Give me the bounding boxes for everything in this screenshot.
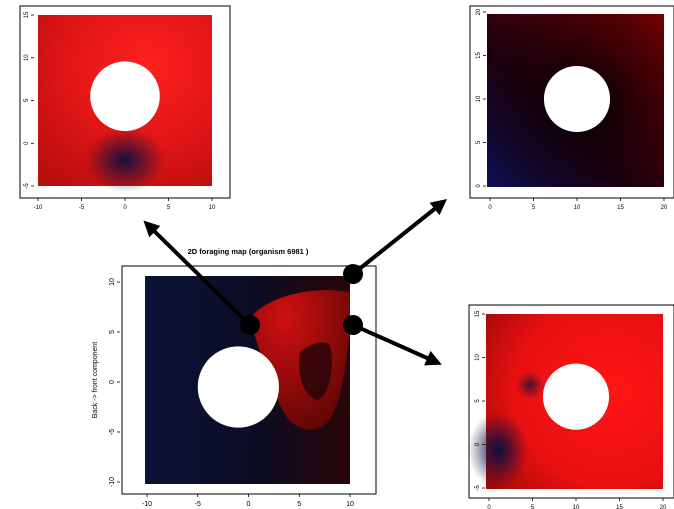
y-tick-label: -5 [24,183,30,189]
x-tick-label: 20 [661,205,668,211]
obstacle-circle [542,363,610,430]
y-tick-label: 15 [476,52,482,59]
sample-point-marker [240,315,260,335]
chart-title: 2D foraging map (organism 6981 ) [188,247,309,256]
y-axis-ticks: 0 5 10 15 20 [476,8,486,188]
x-tick-label: 10 [573,505,580,509]
obstacle-circle [90,61,160,132]
x-tick-label: -10 [34,205,43,211]
y-axis-ticks: -5 0 5 10 15 [475,310,485,491]
y-tick-label: 5 [109,330,116,334]
y-tick-label: 10 [476,95,482,102]
x-tick-label: 10 [346,501,354,508]
panel-frame [121,265,377,495]
y-tick-label: 10 [24,54,30,61]
y-tick-label: 20 [476,8,482,15]
arrow-to-top-left [143,220,252,327]
x-tick-label: 10 [209,205,216,211]
y-tick-label: -5 [475,485,481,491]
callout-arrows [143,199,448,366]
panel-top-right: 0 5 10 15 20 0 5 10 15 20 [469,5,674,211]
panel-frame [469,5,674,199]
x-tick-label: 0 [488,205,492,211]
x-tick-label: 10 [574,205,581,211]
x-tick-label: 5 [532,205,536,211]
obstacle-circle [197,346,279,428]
y-tick-label: 10 [109,278,116,286]
y-tick-label: 5 [24,98,30,102]
y-tick-label: 0 [476,184,482,188]
sample-point-marker [343,315,363,335]
obstacle-circle [543,65,611,133]
x-tick-label: 15 [616,505,623,509]
low-value-region [468,412,528,488]
y-tick-label: 5 [475,399,481,403]
y-tick-label: -10 [109,477,116,487]
y-tick-label: 10 [475,354,481,361]
y-tick-label: 5 [476,140,482,144]
x-tick-label: 15 [617,205,624,211]
shadow-region [299,342,332,400]
arrow-to-top-right [351,199,448,276]
sample-point-marker [343,264,363,284]
panel-frame [468,304,674,499]
x-axis-ticks: 0 5 10 15 20 [488,198,668,211]
x-tick-label: 0 [123,205,127,211]
x-tick-label: -5 [79,205,85,211]
y-axis-label: Back -> front component [92,342,99,419]
x-tick-label: 5 [531,505,535,509]
panel-top-left: -10 -5 0 5 10 -5 0 5 10 15 [19,5,231,211]
low-value-region [516,371,544,399]
x-tick-label: 0 [247,501,251,508]
y-tick-label: 0 [109,380,116,384]
y-axis-ticks: -5 0 5 10 15 [24,11,34,189]
x-tick-label: -5 [195,501,201,508]
x-axis-ticks: -10 -5 0 5 10 [34,198,216,211]
y-tick-label: 15 [475,310,481,317]
panel-bottom-right: 0 5 10 15 20 -5 0 5 10 15 [468,304,674,509]
x-tick-label: -10 [142,501,152,508]
panel-main: 2D foraging map (organism 6981 ) Back ->… [92,247,377,508]
y-tick-label: 0 [475,442,481,446]
x-tick-label: 5 [167,205,171,211]
arrow-to-bottom-right [352,323,442,366]
y-tick-label: -5 [109,429,116,435]
y-axis-ticks: -10 -5 0 5 10 [109,278,120,487]
x-tick-label: 0 [487,505,491,509]
x-tick-label: 20 [660,505,667,509]
y-tick-label: 15 [24,11,30,18]
x-axis-ticks: -10 -5 0 5 10 [142,494,354,508]
x-axis-ticks: 0 5 10 15 20 [487,498,667,509]
y-tick-label: 0 [24,141,30,145]
low-value-region [85,128,165,192]
x-tick-label: 5 [297,501,301,508]
